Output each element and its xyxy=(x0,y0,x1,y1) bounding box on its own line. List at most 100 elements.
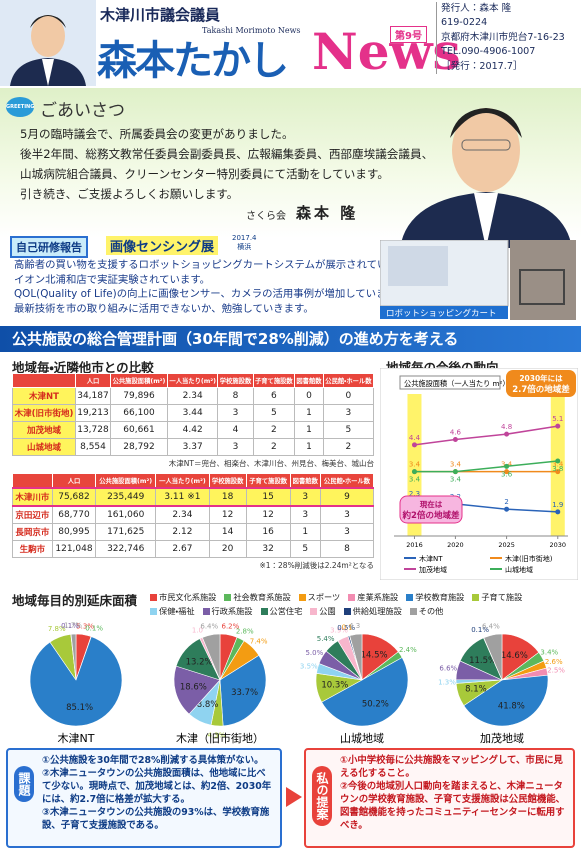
legend-swatch xyxy=(406,593,414,601)
cell: 80,995 xyxy=(51,523,97,541)
data-label: 1.9 xyxy=(552,501,563,509)
photo-caption: ロボットショッピングカート xyxy=(386,308,497,319)
table-row: 長岡京市 80,995 171,625 2.12 14 16 1 3 xyxy=(12,523,375,541)
header-cell: 子育て施設数 xyxy=(252,373,296,388)
data-point xyxy=(411,442,417,448)
slice-label: 0.1 xyxy=(342,624,353,632)
publisher: 発行人：森本 隆 619-0224 京都府木津川市兜台7-16-23 TEL.090-… xyxy=(436,2,565,75)
cell: 0 xyxy=(322,387,375,405)
legend-item: 公営住宅 xyxy=(260,605,302,617)
legend-label: 産業系施設 xyxy=(357,592,399,602)
slice-label: 2.5% xyxy=(547,667,565,675)
header-cell: 公民館・ホール数 xyxy=(322,373,375,388)
slice-label: 14.5% xyxy=(361,651,388,661)
slice-label: 0.5% xyxy=(337,624,355,632)
header-cell: 子育て施設数 xyxy=(245,473,291,489)
date: 2017.4 xyxy=(232,234,257,242)
row-label: 京田辺市 xyxy=(12,505,53,524)
slice-label: 3.5% xyxy=(300,663,318,671)
table-row: 加茂地域 13,728 60,661 4.42 4 2 1 5 xyxy=(12,421,375,439)
legend-label: 保健・福祉 xyxy=(159,606,195,616)
data-point xyxy=(452,469,458,475)
header-cell: 公民館・ホール数 xyxy=(319,473,375,489)
legend-item: 学校教育施設 xyxy=(406,591,464,603)
signature: 森本 隆 xyxy=(296,204,359,222)
cell: 66,100 xyxy=(110,404,168,422)
legend-swatch xyxy=(310,607,318,615)
cell: 13,728 xyxy=(74,421,112,439)
cell: 1 xyxy=(289,523,321,541)
legend-label: 子育て施設 xyxy=(481,592,523,602)
cell: 5 xyxy=(252,404,296,422)
pie-slice xyxy=(70,633,77,681)
slice-label: 10.3% xyxy=(321,680,348,690)
pie-name: 木津（旧市街地） xyxy=(176,731,264,745)
header-cell: 公共施設面積(m²) xyxy=(95,473,157,489)
publisher-line: ［発行：2017.7］ xyxy=(441,60,523,72)
cell: 5 xyxy=(322,421,375,439)
data-label: 4.6 xyxy=(450,429,462,437)
box-item: ③木津ニュータウンの公共施設の93%は、学校教育施設、子育て支援施設である。 xyxy=(42,807,270,831)
legend-label: 行政系施設 xyxy=(211,606,253,616)
greeting-title: ごあいさつ xyxy=(40,101,125,121)
cell: 1 xyxy=(294,421,324,439)
data-label: 5.1 xyxy=(552,415,563,423)
data-point xyxy=(452,437,458,443)
data-label: 3.4 xyxy=(552,461,564,469)
slice-label: 50.2% xyxy=(362,700,389,710)
data-point xyxy=(504,431,510,437)
cell: 15 xyxy=(245,487,291,507)
slice-label: 3.4% xyxy=(540,648,558,656)
cart xyxy=(519,269,565,305)
comparison-table: 人口 公共施設面積(m²) 一人当たり(m²) 学校施設数 子育て施設数 図書館数 公民館・… xyxy=(12,373,375,456)
issues-box: 課題 ①公共施設を30年間で28%削減する具体策がない。 ②木津ニュータウンの公共施… xyxy=(6,748,282,848)
cell: 0 xyxy=(294,387,324,405)
cell: 60,661 xyxy=(110,421,168,439)
slice-label: 8.8% xyxy=(197,700,219,710)
annotation-text: 2.7倍の地域差 xyxy=(512,384,570,395)
greeting-line: 後半2年間、総務文教常任委員会副委員長、広報編集委員、西部塵埃議会議員、 xyxy=(20,147,434,161)
legend-item: 保健・福祉 xyxy=(150,605,195,617)
slice-label: 85.1% xyxy=(66,703,93,713)
data-label: 3.4 xyxy=(450,461,462,469)
legend-swatch xyxy=(202,607,210,615)
cell: 2.34 xyxy=(155,505,210,524)
pie-slice xyxy=(219,654,267,727)
legend-item: 市民文化系施設 xyxy=(150,591,216,603)
header-cell: 人口 xyxy=(74,373,112,388)
slice-label: 33.7% xyxy=(231,688,258,698)
x-tick-label: 2025 xyxy=(498,541,515,549)
poster xyxy=(388,246,448,286)
data-point xyxy=(555,458,561,464)
legend-label: 木津NT xyxy=(419,554,443,563)
cell: 121,048 xyxy=(51,540,97,558)
arrow xyxy=(286,787,302,807)
slice-label: 1.7% xyxy=(64,622,82,630)
data-point xyxy=(504,463,510,469)
report-line: 高齢者の買い物を支援するロボットショッピングカートシステムが展示されていました。 xyxy=(14,259,429,271)
row-label: 木津(旧市街地) xyxy=(12,404,76,422)
slice-label: 3.9% xyxy=(330,627,348,635)
slice-label: 6.4% xyxy=(200,623,218,631)
slice-label: 4.3% xyxy=(208,731,226,739)
report-date: 2017.4 横浜 xyxy=(232,234,257,252)
arrow-head xyxy=(286,787,302,807)
cell: 14 xyxy=(208,523,247,541)
slice-label: 11.5% xyxy=(469,656,496,666)
slice-label: 2.4% xyxy=(399,646,417,654)
issue: 第9号 xyxy=(390,26,427,43)
publisher-line: 619-0224 xyxy=(441,17,488,29)
cell: 4 xyxy=(217,421,254,439)
face xyxy=(31,15,65,57)
cell: 2.67 xyxy=(155,540,210,558)
legend-label: 山城地域 xyxy=(505,565,533,574)
subtitle-box xyxy=(399,375,501,390)
cell: 3 xyxy=(319,523,375,541)
data-point xyxy=(504,506,510,512)
title-news: News xyxy=(312,22,461,81)
cell: 3 xyxy=(217,438,254,456)
series-line xyxy=(414,460,558,473)
legend-swatch xyxy=(260,607,268,615)
